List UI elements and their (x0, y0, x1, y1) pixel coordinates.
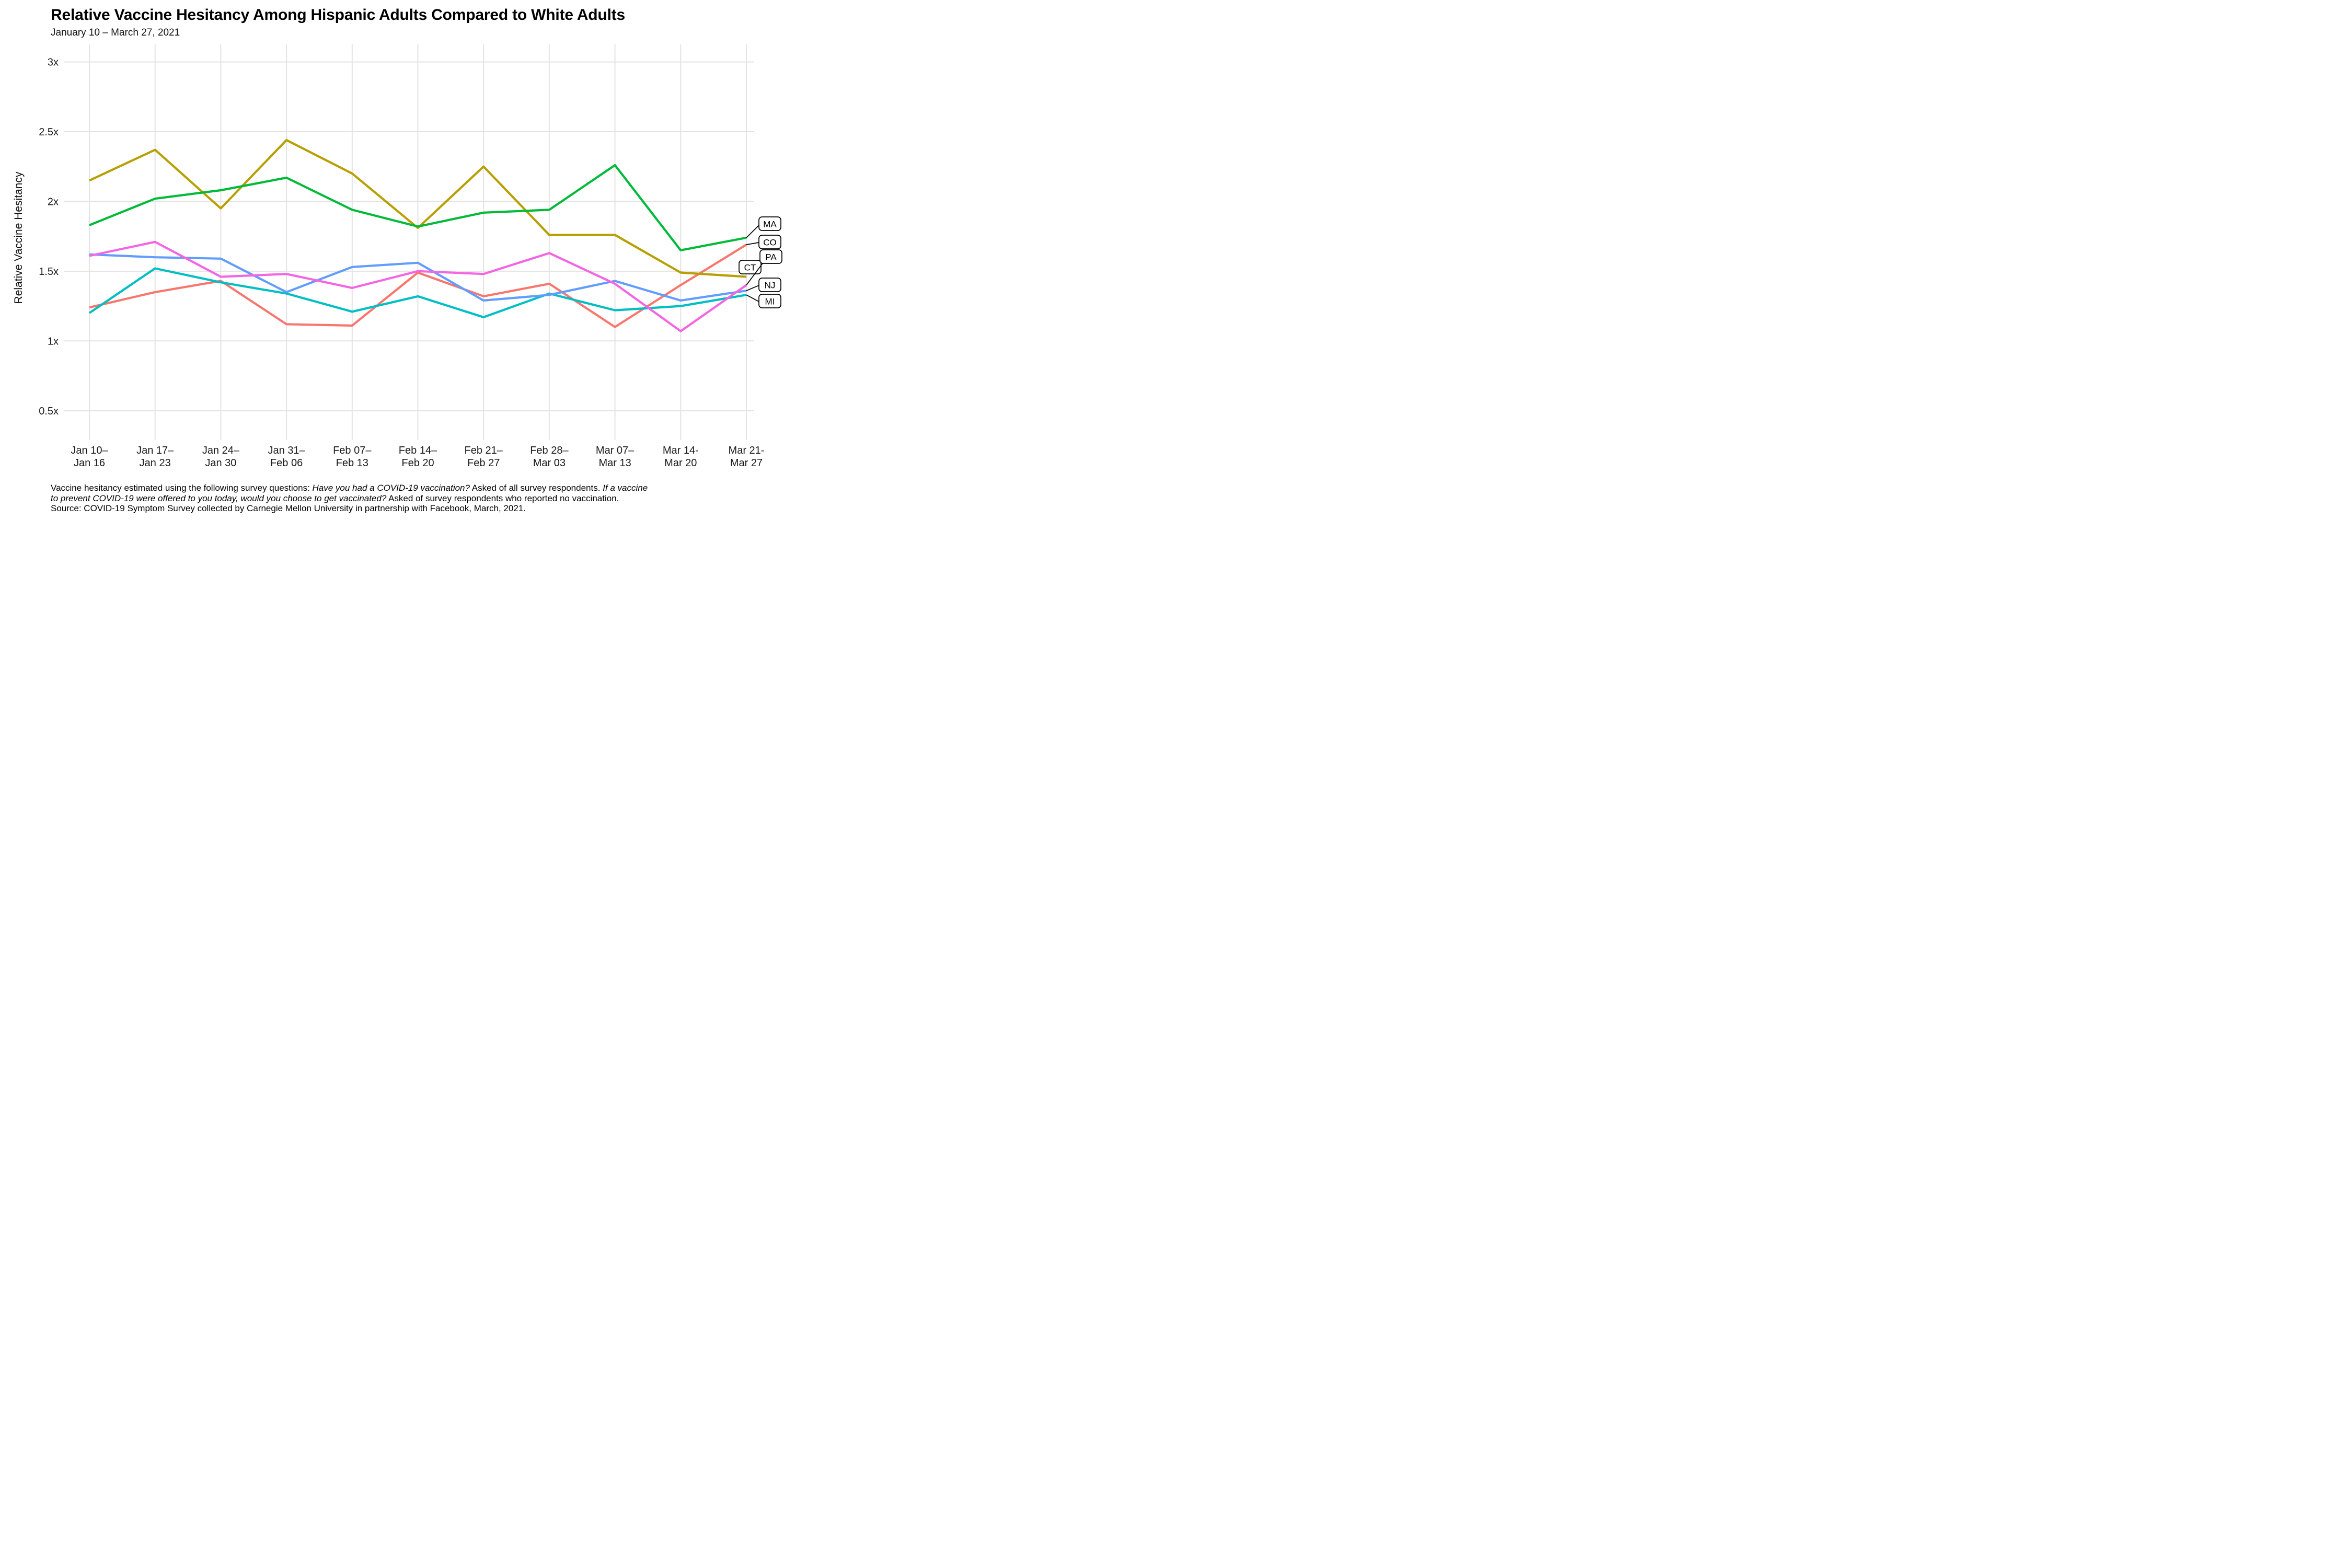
x-tick-label: Jan 17– (136, 445, 174, 456)
series-label-box-NJ (758, 278, 781, 292)
y-tick-label: 0.5x (39, 406, 59, 417)
x-tick-label: Mar 20 (664, 457, 697, 469)
x-tick-label: Feb 07– (333, 445, 372, 456)
label-leader-NJ (746, 285, 759, 291)
x-tick-label: Mar 03 (533, 457, 566, 469)
x-tick-label: Feb 21– (465, 445, 503, 456)
series-label-MA: MA (763, 220, 777, 229)
x-tick-label: Feb 28– (530, 445, 569, 456)
series-line-MI (88, 267, 747, 319)
x-tick-label: Feb 27 (467, 457, 500, 469)
x-tick-label: Jan 16 (74, 457, 105, 469)
series-line-PA (89, 240, 747, 332)
x-tick-label: Jan 30 (205, 457, 236, 469)
series-line-NJ (89, 253, 747, 302)
label-leader-MA (746, 225, 759, 238)
x-tick-label: Jan 23 (140, 457, 171, 469)
series-label-CT: CT (744, 263, 756, 273)
x-tick-label: Mar 21- (729, 445, 765, 456)
x-tick-label: Feb 06 (270, 457, 303, 469)
x-tick-label: Jan 10– (71, 445, 108, 456)
label-leader-PA (746, 263, 763, 286)
x-tick-label: Feb 20 (401, 457, 434, 469)
x-tick-label: Mar 13 (598, 457, 631, 469)
chart-subtitle: January 10 – March 27, 2021 (51, 27, 180, 38)
x-tick-label: Mar 07– (596, 445, 635, 456)
series-label-PA: PA (765, 252, 777, 262)
label-leader-MI (746, 294, 759, 302)
y-tick-label: 1x (48, 336, 59, 347)
y-axis-title: Relative Vaccine Hesitancy (13, 171, 25, 304)
x-tick-label: Jan 31– (268, 445, 306, 456)
y-tick-label: 3x (48, 57, 59, 68)
footnote-line-1: Vaccine hesitancy estimated using the fo… (51, 483, 648, 493)
series-label-box-CO (758, 235, 781, 249)
label-leader-CO (746, 242, 759, 245)
series-line-CO (89, 244, 747, 328)
footnote: Vaccine hesitancy estimated using the fo… (51, 483, 777, 514)
series-label-box-MA (758, 216, 781, 231)
series-line-CT (89, 139, 747, 278)
chart-title: Relative Vaccine Hesitancy Among Hispani… (51, 6, 625, 24)
x-tick-label: Mar 14- (663, 445, 699, 456)
vaccine-hesitancy-chart-page: 3x 2.5x 2x 1.5x 1x 0.5x Jan 10– Jan 16 Jan 17– Ja… (0, 0, 784, 523)
series-label-NJ: NJ (765, 281, 776, 291)
footnote-line-2: to prevent COVID-19 were offered to you … (51, 493, 619, 503)
x-tick-label: Jan 24– (202, 445, 240, 456)
series-line-MA (89, 164, 747, 251)
x-tick-label: Feb 13 (336, 457, 368, 469)
series-label-box-CT (739, 260, 762, 274)
y-tick-label: 2.5x (39, 126, 59, 138)
series-label-MI: MI (765, 297, 775, 307)
y-tick-label: 1.5x (39, 266, 59, 278)
footnote-line-3: Source: COVID-19 Symptom Survey collecte… (51, 503, 526, 513)
x-tick-label: Mar 27 (730, 457, 763, 469)
series-label-CO: CO (763, 238, 777, 248)
y-tick-label: 2x (48, 196, 59, 207)
series-label-box-MI (758, 294, 781, 308)
series-label-box-PA (759, 249, 782, 264)
x-tick-label: Feb 14– (399, 445, 437, 456)
